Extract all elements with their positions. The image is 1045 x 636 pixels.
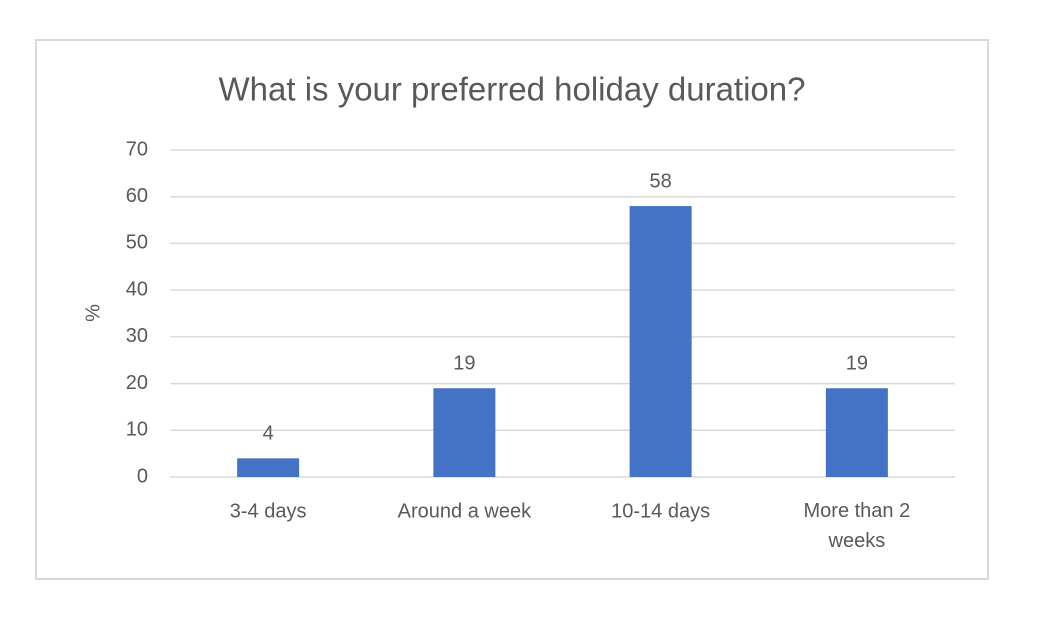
bar [237, 458, 300, 477]
x-tick-label: Around a week [398, 500, 532, 522]
chart-frame [35, 39, 989, 580]
x-tick-label: 3-4 days [230, 500, 307, 522]
chart-title: What is your preferred holiday duration? [219, 71, 806, 108]
data-label: 19 [846, 353, 868, 375]
y-tick-label: 20 [126, 372, 148, 394]
y-tick-label: 0 [137, 465, 148, 487]
y-tick-label: 70 [126, 138, 148, 160]
data-label: 19 [453, 353, 475, 375]
y-tick-label: 10 [126, 419, 148, 441]
y-tick-label: 60 [126, 185, 148, 207]
x-tick-label: 10-14 days [611, 500, 710, 522]
y-tick-label: 40 [126, 278, 148, 300]
x-tick-label: More than 2 weeks [804, 500, 911, 552]
bar [629, 206, 692, 478]
y-tick-label: 50 [126, 232, 148, 254]
data-label: 58 [650, 170, 672, 192]
bar [433, 388, 496, 477]
bar [825, 388, 888, 477]
y-tick-label: 30 [126, 325, 148, 347]
y-axis-label: % [82, 304, 104, 322]
data-label: 4 [263, 423, 274, 445]
